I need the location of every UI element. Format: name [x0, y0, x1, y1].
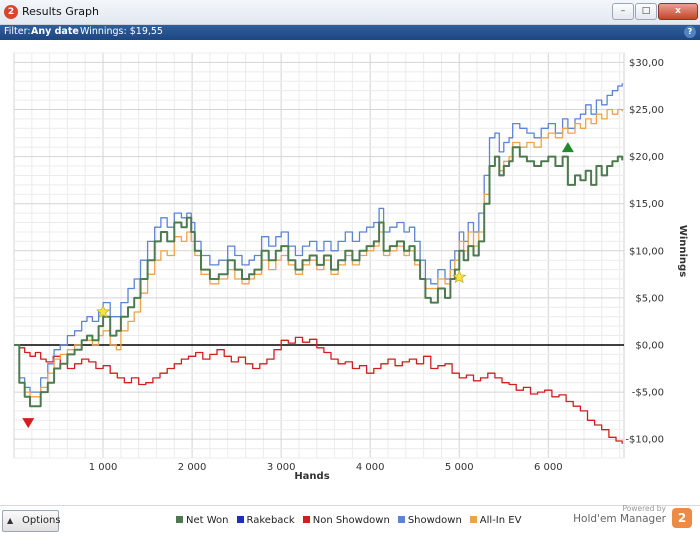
legend-swatch	[397, 516, 405, 523]
y-axis-label: Winnings	[677, 225, 688, 277]
y-tick-label: $15,00	[629, 199, 664, 210]
brand-name: Hold'em Manager	[573, 513, 666, 525]
star-marker	[452, 269, 467, 284]
legend-label: All-In EV	[479, 515, 522, 526]
series-line-non-showdown	[14, 336, 623, 444]
close-button[interactable]: x	[658, 3, 698, 20]
options-button[interactable]: ▲ Options	[2, 510, 61, 532]
x-tick-label: 4 000	[356, 462, 385, 473]
legend-swatch	[176, 516, 183, 523]
bottom-bar: ▲ Options Net Won Rakeback Non Showdown Sho…	[0, 504, 700, 533]
y-tick-label: $10,00	[629, 246, 664, 257]
brand-logo: 2	[672, 508, 692, 528]
y-tick-labels: $30,00 $25,00 $20,00 $15,00 $10,00 $5,00 $0,00…	[625, 58, 664, 446]
x-tick-label: 5 000	[445, 462, 474, 473]
x-axis-label: Hands	[294, 471, 329, 482]
legend-item[interactable]: All-In EV	[469, 515, 522, 526]
results-chart: $30,00 $25,00 $20,00 $15,00 $10,00 $5,00 $0,00…	[13, 52, 688, 482]
chart-legend: Net Won Rakeback Non Showdown Showdown All-I…	[176, 515, 529, 526]
legend-item[interactable]: Net Won	[176, 515, 229, 526]
y-tick-label: $25,00	[629, 105, 664, 116]
star-marker	[96, 304, 110, 318]
brand-block: Powered by Hold'em Manager 2	[573, 504, 694, 532]
legend-label: Net Won	[186, 515, 229, 526]
legend-label: Rakeback	[246, 515, 295, 526]
y-tick-label: $5,00	[635, 293, 664, 304]
filter-bar: Filter: Any date Winnings: $19,55 ?	[0, 25, 700, 40]
legend-item[interactable]: Showdown	[397, 515, 462, 526]
legend-label: Non Showdown	[312, 515, 390, 526]
y-tick-label: $20,00	[629, 152, 664, 163]
triangle-down-marker	[22, 418, 35, 429]
legend-item[interactable]: Non Showdown	[302, 515, 390, 526]
legend-swatch	[469, 516, 477, 523]
title-bar: 2 Results Graph – □ x	[0, 0, 700, 25]
options-label: Options	[22, 515, 61, 526]
x-tick-label: 6 000	[534, 462, 563, 473]
x-tick-label: 2 000	[178, 462, 207, 473]
series-line-net-won	[14, 146, 624, 408]
x-tick-label: 3 000	[267, 462, 296, 473]
powered-by-text: Powered by	[622, 504, 666, 513]
series-layer	[14, 83, 624, 444]
plot-area	[13, 52, 625, 459]
marker-layer	[22, 142, 574, 429]
y-tick-label: -$5,00	[632, 388, 664, 399]
series-line-showdown	[14, 83, 623, 393]
legend-swatch	[302, 516, 310, 523]
legend-label: Showdown	[407, 515, 462, 526]
triangle-up-marker	[561, 142, 574, 153]
y-tick-label: -$10,00	[625, 435, 664, 446]
y-tick-label: $0,00	[635, 340, 664, 351]
app-logo-icon: 2	[4, 5, 18, 19]
filter-prefix: Filter:	[4, 26, 31, 37]
chevron-up-icon: ▲	[7, 516, 14, 525]
help-icon[interactable]: ?	[684, 26, 696, 38]
x-tick-label: 1 000	[89, 462, 118, 473]
legend-item[interactable]: Rakeback	[236, 515, 295, 526]
maximize-button[interactable]: □	[635, 3, 657, 20]
filter-date-range[interactable]: Any date	[31, 26, 79, 37]
y-tick-label: $30,00	[629, 58, 664, 69]
legend-swatch	[236, 516, 244, 523]
x-tick-labels: 1 000 2 000 3 000 4 000 5 000 6 000	[89, 462, 563, 473]
minimize-button[interactable]: –	[612, 3, 634, 20]
window-title: Results Graph	[22, 5, 99, 18]
winnings-summary: Winnings: $19,55	[80, 26, 163, 37]
